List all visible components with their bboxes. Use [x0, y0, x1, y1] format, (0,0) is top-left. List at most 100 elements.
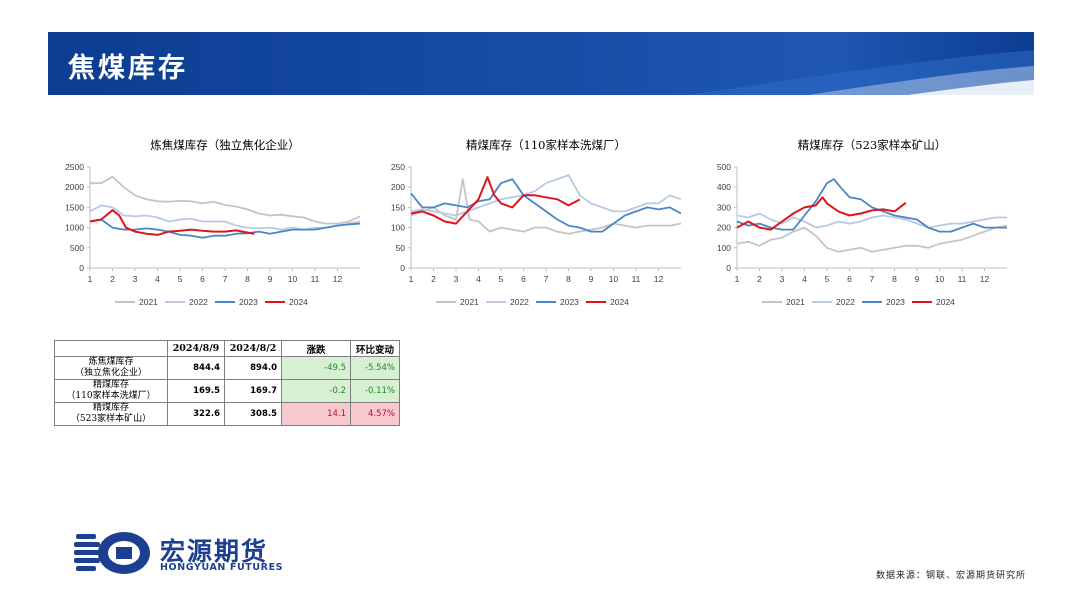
- x-tick-label: 6: [200, 274, 205, 284]
- y-tick-label: 250: [391, 162, 405, 172]
- table-row: 精煤库存 （523家样本矿山） 322.6 308.5 14.1 4.57%: [54, 402, 400, 426]
- legend-label: 2023: [239, 297, 258, 307]
- x-tick-label: 11: [958, 274, 967, 284]
- series-line-2023: [736, 178, 1007, 233]
- legend-label: 2021: [786, 297, 805, 307]
- y-tick-label: 1000: [65, 223, 84, 233]
- logo-mark-icon: [74, 532, 150, 574]
- y-tick-label: 1500: [65, 202, 84, 212]
- x-tick-label: 9: [915, 274, 920, 284]
- legend-label: 2022: [510, 297, 529, 307]
- y-tick-label: 0: [400, 263, 405, 273]
- page-title: 焦煤库存: [68, 53, 188, 84]
- x-tick-label: 3: [780, 274, 785, 284]
- change-value: 14.1: [281, 402, 351, 426]
- x-tick-label: 10: [935, 274, 945, 284]
- chart-title: 精煤库存（523家样本矿山）: [798, 138, 946, 152]
- value-current: 169.5: [167, 379, 225, 403]
- x-tick-label: 6: [847, 274, 852, 284]
- x-tick-label: 12: [333, 274, 343, 284]
- series-line-2022: [410, 174, 681, 217]
- title-banner: 焦煤库存: [48, 32, 1034, 95]
- y-tick-label: 50: [396, 243, 406, 253]
- company-logo: 宏源期货 HONGYUAN FUTURES: [74, 528, 314, 578]
- legend-label: 2022: [836, 297, 855, 307]
- x-tick-label: 10: [288, 274, 298, 284]
- table-header-cell: 2024/8/9: [167, 340, 225, 357]
- series-line-2021: [410, 178, 681, 235]
- chart-mine-inventory: 精煤库存（523家样本矿山） 0 100 200 300 400 500 1 2 3 4 5 6 7 8 9 1…: [707, 135, 1007, 315]
- y-tick-label: 100: [717, 243, 731, 253]
- y-tick-label: 500: [717, 162, 731, 172]
- table-header-cell: 涨跌: [281, 340, 351, 357]
- legend-label: 2024: [289, 297, 308, 307]
- value-previous: 894.0: [224, 356, 282, 380]
- table-header-cell: 环比变动: [350, 340, 400, 357]
- table-row: 炼焦煤库存 （独立焦化企业） 844.4 894.0 -49.5 -5.54%: [54, 356, 400, 380]
- logo-name-cn: 宏源期货: [160, 537, 269, 566]
- series-line-2024: [736, 196, 907, 231]
- chart-washery-inventory: 精煤库存（110家样本洗煤厂） 0 50 100 150 200 250 1 2 3 4 5 6 7 8 9 1…: [381, 135, 681, 315]
- change-value: -0.2: [281, 379, 351, 403]
- table-header-blank: [54, 340, 168, 357]
- value-current: 844.4: [167, 356, 225, 380]
- legend-label: 2022: [189, 297, 208, 307]
- legend-label: 2024: [936, 297, 955, 307]
- x-tick-label: 5: [825, 274, 830, 284]
- legend-label: 2021: [460, 297, 479, 307]
- series-line-2023: [89, 218, 360, 239]
- change-percent: -0.11%: [350, 379, 400, 403]
- y-tick-label: 0: [79, 263, 84, 273]
- row-label: 精煤库存 （523家样本矿山）: [54, 402, 168, 426]
- x-tick-label: 2: [110, 274, 115, 284]
- table-header-cell: 2024/8/2: [224, 340, 282, 357]
- series-line-2021: [90, 175, 360, 225]
- x-tick-label: 9: [268, 274, 273, 284]
- banner-background: [48, 32, 1034, 95]
- series-line-2022: [89, 204, 360, 231]
- row-label: 精煤库存 （110家样本洗煤厂）: [54, 379, 168, 403]
- x-tick-label: 7: [223, 274, 228, 284]
- table-row: 精煤库存 （110家样本洗煤厂） 169.5 169.7 -0.2 -0.11%: [54, 379, 400, 403]
- y-tick-label: 2000: [65, 182, 84, 192]
- change-percent: -5.54%: [350, 356, 400, 380]
- row-label-line2: （110家样本洗煤厂）: [66, 391, 156, 401]
- legend-label: 2023: [560, 297, 579, 307]
- legend-label: 2023: [886, 297, 905, 307]
- x-tick-label: 12: [980, 274, 990, 284]
- x-tick-label: 10: [609, 274, 619, 284]
- row-label-line1: 精煤库存: [92, 380, 129, 390]
- chart-title: 炼焦煤库存（独立焦化企业）: [150, 138, 300, 152]
- y-tick-label: 200: [391, 182, 405, 192]
- y-tick-label: 100: [391, 223, 405, 233]
- x-tick-label: 11: [632, 274, 641, 284]
- table-header-row: 2024/8/9 2024/8/2 涨跌 环比变动: [54, 340, 400, 357]
- x-tick-label: 5: [178, 274, 183, 284]
- value-previous: 169.7: [224, 379, 282, 403]
- x-tick-label: 3: [454, 274, 459, 284]
- inventory-table: 2024/8/9 2024/8/2 涨跌 环比变动 炼焦煤库存 （独立焦化企业） …: [54, 340, 400, 426]
- x-tick-label: 3: [133, 274, 138, 284]
- x-tick-label: 1: [735, 274, 740, 284]
- x-tick-label: 7: [870, 274, 875, 284]
- x-tick-label: 1: [88, 274, 93, 284]
- chart-coking-coal-inventory: 炼焦煤库存（独立焦化企业） 0 500 1000 1500 2000 2500 1 2 3 4 5 6 7…: [60, 135, 360, 315]
- x-tick-label: 12: [654, 274, 664, 284]
- y-tick-label: 200: [717, 223, 731, 233]
- x-tick-label: 4: [155, 274, 160, 284]
- logo-name-en: HONGYUAN FUTURES: [160, 562, 284, 573]
- row-label-line2: （523家样本矿山）: [70, 414, 152, 424]
- row-label-line1: 精煤库存: [92, 403, 129, 413]
- x-tick-label: 6: [521, 274, 526, 284]
- series-line-2023: [410, 178, 681, 233]
- y-tick-label: 300: [717, 202, 731, 212]
- x-tick-label: 8: [566, 274, 571, 284]
- change-percent: 4.57%: [350, 402, 400, 426]
- y-tick-label: 0: [726, 263, 731, 273]
- x-tick-label: 11: [311, 274, 320, 284]
- row-label-line2: （独立焦化企业）: [74, 368, 147, 378]
- chart-title: 精煤库存（110家样本洗煤厂）: [466, 138, 626, 152]
- y-tick-label: 150: [391, 202, 405, 212]
- x-tick-label: 8: [892, 274, 897, 284]
